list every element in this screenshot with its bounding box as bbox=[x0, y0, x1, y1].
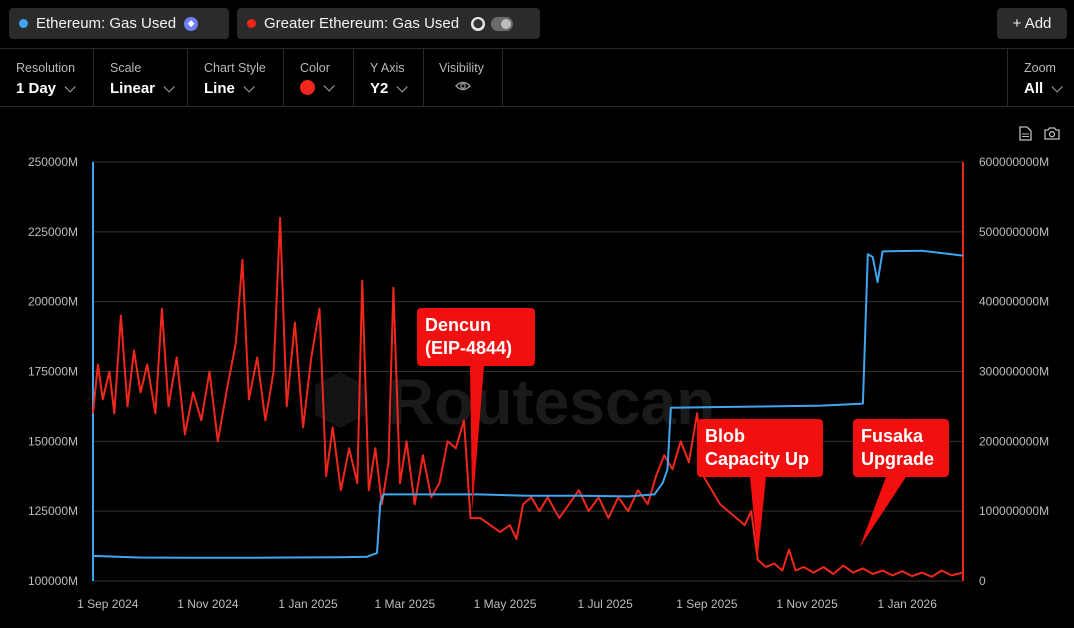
resolution-label: Resolution bbox=[16, 61, 76, 75]
x-tick-label: 1 Sep 2024 bbox=[77, 597, 139, 611]
y-axis-value: Y2 bbox=[370, 80, 389, 97]
annotation-pointer bbox=[859, 477, 906, 548]
x-tick-label: 1 Nov 2024 bbox=[177, 597, 239, 611]
y-axis-control[interactable]: Y Axis Y2 bbox=[354, 49, 424, 106]
y-left-tick-label: 175000M bbox=[28, 365, 78, 379]
series-color-dot bbox=[247, 19, 256, 28]
annotation-text: (EIP-4844) bbox=[425, 338, 512, 358]
y-right-tick-label: 600000000M bbox=[979, 155, 1049, 169]
y-left-tick-label: 100000M bbox=[28, 574, 78, 588]
series-pill-greater-ethereum[interactable]: Greater Ethereum: Gas Used ⬤ bbox=[237, 8, 540, 39]
watermark-text: Routescan bbox=[388, 366, 715, 438]
color-control[interactable]: Color bbox=[284, 49, 354, 106]
annotation-box bbox=[417, 308, 535, 366]
y-right-tick-label: 200000000M bbox=[979, 434, 1049, 448]
scale-label: Scale bbox=[110, 61, 142, 75]
y-axis-label: Y Axis bbox=[370, 61, 405, 75]
series-lines bbox=[92, 216, 964, 578]
y-left-tick-label: 250000M bbox=[28, 155, 78, 169]
resolution-control[interactable]: Resolution 1 Day bbox=[0, 49, 94, 106]
chart-tools bbox=[1019, 126, 1060, 141]
annotation-text: Capacity Up bbox=[705, 449, 809, 469]
scale-value: Linear bbox=[110, 80, 156, 97]
y-right-tick-label: 100000000M bbox=[979, 504, 1049, 518]
x-tick-label: 1 Jan 2025 bbox=[278, 597, 338, 611]
y-left-tick-label: 225000M bbox=[28, 225, 78, 239]
grid-lines bbox=[93, 161, 963, 582]
annotation-text: Upgrade bbox=[861, 449, 934, 469]
series-color-dot bbox=[19, 19, 28, 28]
y-left-tick-label: 150000M bbox=[28, 434, 78, 448]
y-left-axis: 250000M 225000M 200000M 175000M 150000M 12500… bbox=[28, 155, 78, 588]
annotation-box bbox=[697, 419, 823, 477]
camera-icon[interactable] bbox=[1044, 126, 1060, 140]
color-swatch bbox=[300, 80, 315, 95]
x-tick-label: 1 Jul 2025 bbox=[577, 597, 633, 611]
series-line-ethereum bbox=[92, 249, 964, 559]
resolution-value: 1 Day bbox=[16, 80, 57, 97]
greater-ethereum-icon: ⬤ bbox=[471, 16, 486, 31]
series-pill-ethereum[interactable]: Ethereum: Gas Used ◆ bbox=[9, 8, 229, 39]
visibility-control[interactable]: Visibility bbox=[424, 49, 503, 106]
series-toolbar: Ethereum: Gas Used ◆ Greater Ethereum: G… bbox=[0, 0, 1074, 49]
annotation-box bbox=[853, 419, 949, 477]
x-tick-label: 1 Mar 2025 bbox=[375, 597, 436, 611]
series-label: Ethereum: Gas Used bbox=[36, 15, 177, 32]
file-icon[interactable] bbox=[1019, 126, 1032, 141]
x-tick-label: 1 Sep 2025 bbox=[676, 597, 738, 611]
y-right-tick-label: 300000000M bbox=[979, 365, 1049, 379]
series-line-greater-ethereum bbox=[92, 216, 964, 578]
watermark-logo bbox=[315, 372, 365, 428]
scale-control[interactable]: Scale Linear bbox=[94, 49, 188, 106]
x-axis: 1 Sep 2024 1 Nov 2024 1 Jan 2025 1 Mar 2025… bbox=[77, 597, 937, 611]
y-right-tick-label: 0 bbox=[979, 574, 986, 588]
y-right-tick-label: 400000000M bbox=[979, 295, 1049, 309]
x-tick-label: 1 Jan 2026 bbox=[877, 597, 937, 611]
y-right-tick-label: 500000000M bbox=[979, 225, 1049, 239]
annotation-pointer bbox=[750, 477, 766, 558]
zoom-value: All bbox=[1024, 80, 1044, 97]
annotations: Dencun (EIP-4844) Blob Capacity Up Fusaka Upg… bbox=[417, 308, 949, 558]
y-right-axis: 600000000M 500000000M 400000000M 300000000M… bbox=[979, 155, 1049, 588]
y-left-tick-label: 125000M bbox=[28, 504, 78, 518]
series-toggle[interactable] bbox=[491, 16, 514, 31]
y-left-tick-label: 200000M bbox=[28, 295, 78, 309]
zoom-control[interactable]: Zoom All bbox=[1007, 49, 1074, 106]
color-label: Color bbox=[300, 61, 330, 75]
x-tick-label: 1 May 2025 bbox=[474, 597, 537, 611]
add-series-button[interactable]: + Add bbox=[997, 8, 1067, 39]
eye-icon bbox=[455, 81, 471, 91]
annotation-text: Dencun bbox=[425, 315, 491, 335]
annotation-text: Blob bbox=[705, 426, 745, 446]
chart-style-value: Line bbox=[204, 80, 235, 97]
chart-controls: Resolution 1 Day Scale Linear Chart Styl… bbox=[0, 49, 1074, 107]
x-tick-label: 1 Nov 2025 bbox=[776, 597, 838, 611]
series-label: Greater Ethereum: Gas Used bbox=[264, 15, 460, 32]
annotation-pointer bbox=[470, 366, 484, 512]
ethereum-icon: ◆ bbox=[184, 16, 199, 31]
zoom-label: Zoom bbox=[1024, 61, 1056, 75]
chart-style-label: Chart Style bbox=[204, 61, 266, 75]
visibility-label: Visibility bbox=[439, 61, 484, 75]
chart-style-control[interactable]: Chart Style Line bbox=[188, 49, 284, 106]
annotation-text: Fusaka bbox=[861, 426, 924, 446]
watermark: Routescan bbox=[315, 366, 715, 438]
